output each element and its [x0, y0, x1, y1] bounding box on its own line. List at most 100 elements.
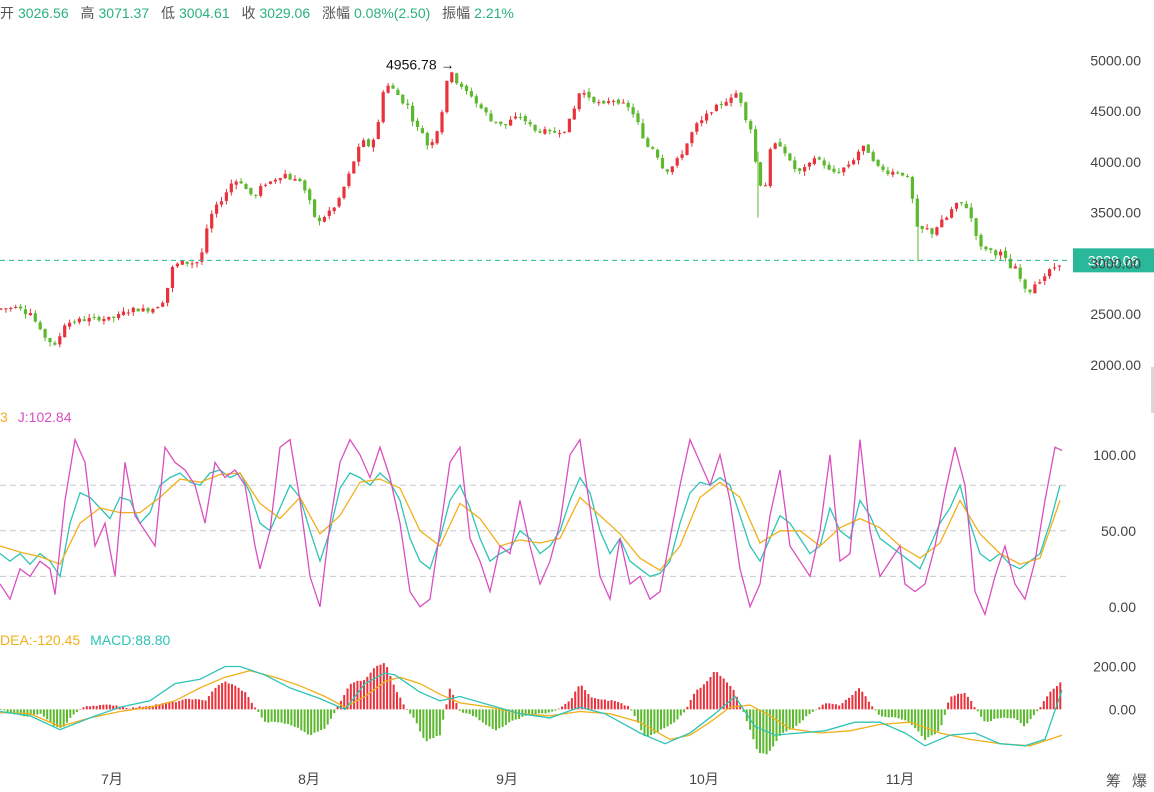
macd-histogram-bar — [706, 681, 709, 710]
candle-body — [572, 108, 576, 120]
candle-body — [215, 204, 219, 214]
candle-body — [327, 210, 331, 216]
macd-histogram-bar — [485, 709, 488, 725]
macd-histogram-bar — [452, 694, 455, 710]
macd-histogram-bar — [547, 709, 550, 713]
macd-histogram-bar — [590, 697, 593, 710]
candle-body — [602, 100, 606, 104]
macd-histogram-bar — [722, 678, 725, 710]
macd-histogram-bar — [884, 709, 887, 717]
macd-histogram-bar — [9, 709, 12, 714]
candle-body — [1033, 284, 1037, 294]
macd-histogram-bar — [643, 709, 646, 737]
candle-body — [376, 122, 380, 140]
macd-line-dea — [0, 670, 1063, 747]
current-price-badge — [1073, 248, 1154, 273]
candle-body — [705, 113, 709, 121]
macd-histogram-bar — [815, 709, 818, 710]
macd-histogram-bar — [188, 698, 191, 710]
macd-histogram-bar — [204, 700, 207, 710]
change-value: 0.08%(2.50) — [354, 5, 431, 21]
macd-histogram-bar — [874, 709, 877, 711]
macd-histogram-bar — [844, 699, 847, 710]
candle-body — [87, 317, 91, 322]
macd-histogram-bar — [937, 709, 940, 732]
macd-histogram-bar — [772, 709, 775, 747]
price-pane[interactable]: 3029.06 4956.78 → — [0, 57, 1154, 348]
macd-histogram-bar — [709, 677, 712, 710]
macd-histogram-bar — [970, 700, 973, 710]
macd-histogram-bar — [498, 709, 501, 729]
macd-histogram-bar — [666, 709, 669, 727]
candle-body — [822, 160, 826, 166]
candle-body — [832, 168, 836, 172]
macd-histogram-bar — [287, 709, 290, 725]
candle-body — [406, 103, 410, 105]
macd-histogram-bar — [947, 702, 950, 710]
candle-body — [371, 139, 375, 148]
low-value: 3004.61 — [179, 5, 230, 21]
macd-histogram-bar — [917, 709, 920, 732]
candle-body — [636, 113, 640, 123]
macd-histogram-bar — [610, 700, 613, 710]
macd-histogram-bar — [297, 709, 299, 728]
macd-histogram-bar — [669, 709, 672, 725]
macd-histogram-bar — [732, 689, 735, 710]
macd-histogram-bar — [491, 709, 494, 729]
candle-body — [533, 124, 537, 131]
macd-histogram-bar — [841, 703, 844, 710]
candle-body — [910, 177, 914, 199]
candle-body — [342, 186, 346, 198]
macd-histogram-bar — [597, 698, 600, 710]
macd-histogram-bar — [1036, 709, 1039, 712]
macd-histogram-bar — [33, 709, 35, 715]
candle-body — [499, 121, 503, 125]
candle-body — [646, 138, 650, 147]
macd-axis-tick: 200.00 — [1093, 658, 1136, 674]
macd-histogram-bar — [19, 709, 22, 716]
candle-body — [352, 161, 356, 174]
macd-histogram-bar — [6, 709, 9, 713]
candle-body — [670, 166, 674, 173]
macd-histogram-bar — [726, 682, 728, 710]
macd-histogram-bar — [231, 684, 233, 710]
macd-histogram-bar — [851, 694, 854, 710]
candle-body — [264, 184, 268, 186]
macd-histogram-bar — [445, 704, 448, 710]
burst-button[interactable]: 爆 — [1132, 773, 1148, 790]
macd-histogram-bar — [1046, 696, 1049, 710]
scrollbar-thumb[interactable] — [1151, 367, 1154, 413]
macd-histogram-bar — [468, 709, 471, 714]
kdj-pane[interactable] — [0, 437, 1068, 617]
macd-pane[interactable] — [0, 663, 1063, 755]
candle-body — [92, 316, 96, 318]
macd-histogram-bar — [62, 709, 65, 727]
candle-body — [964, 203, 968, 209]
candle-body — [200, 252, 204, 262]
candle-body — [278, 178, 282, 181]
candle-body — [548, 129, 552, 132]
candle-body — [783, 146, 787, 154]
candle-body — [9, 307, 13, 309]
macd-histogram-bar — [1026, 709, 1029, 724]
candle-body — [842, 167, 846, 173]
macd-histogram-bar — [132, 707, 134, 710]
macd-histogram-bar — [881, 709, 884, 717]
candle-body — [1043, 276, 1047, 281]
macd-histogram-bar — [273, 709, 276, 722]
candle-body — [1028, 289, 1032, 293]
chip-distribution-button[interactable]: 筹 — [1106, 773, 1122, 790]
macd-histogram-bar — [1052, 688, 1055, 710]
candle-body — [734, 93, 738, 98]
candle-body — [420, 128, 424, 134]
macd-histogram-bar — [168, 702, 171, 710]
macd-histogram-bar — [13, 709, 16, 715]
macd-histogram-bar — [234, 685, 237, 710]
candle-body — [156, 307, 160, 309]
candle-body — [587, 91, 591, 98]
macd-histogram-bar — [504, 709, 507, 725]
macd-histogram-bar — [930, 709, 933, 736]
candle-body — [719, 104, 723, 106]
candle-body — [656, 149, 660, 158]
